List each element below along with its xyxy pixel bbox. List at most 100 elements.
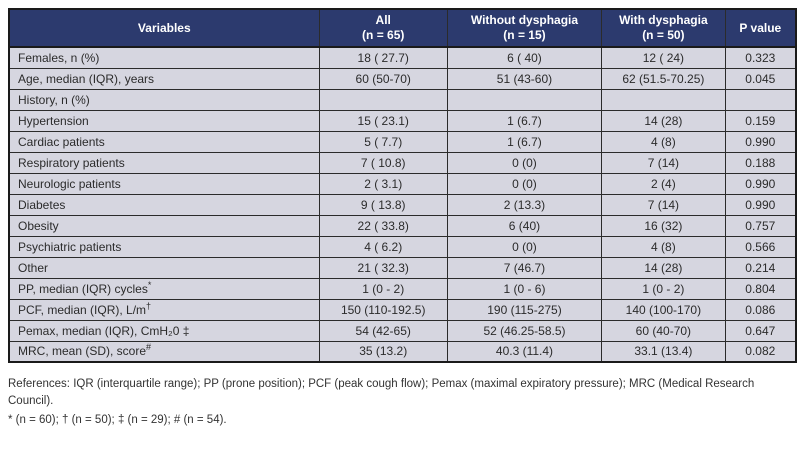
table-row: Neurologic patients 2 ( 3.1) 0 (0) 2 (4) 0.9… <box>8 172 797 195</box>
references-note: References: IQR (interquartile range); P… <box>8 378 755 407</box>
cell-without-dysphagia: 6 ( 40) <box>446 46 603 69</box>
table-row: Other 21 ( 32.3) 7 (46.7) 14 (28) 0.214 <box>8 256 797 279</box>
cell-variable: Females, n (%) <box>8 46 320 69</box>
cell-variable: PCF, median (IQR), L/m† <box>8 298 320 321</box>
cell-all: 54 (42-65) <box>318 319 448 342</box>
cell-without-dysphagia: 0 (0) <box>446 151 603 174</box>
footnote-mark: # <box>146 342 152 353</box>
cell-without-dysphagia: 190 (115-275) <box>446 298 603 321</box>
cell-all: 18 ( 27.7) <box>318 46 448 69</box>
cell-p-value: 0.990 <box>724 172 797 195</box>
cell-all: 4 ( 6.2) <box>318 235 448 258</box>
cell-variable: Diabetes <box>8 193 320 216</box>
header-label: Without dysphagia <box>470 13 579 27</box>
cell-variable: Psychiatric patients <box>8 235 320 258</box>
header-label: P value <box>739 20 782 35</box>
cell-with-dysphagia: 7 (14) <box>601 151 726 174</box>
header-row: Variables All (n = 65) Without dysphagia… <box>8 8 797 48</box>
cell-with-dysphagia: 2 (4) <box>601 172 726 195</box>
cell-all: 5 ( 7.7) <box>318 130 448 153</box>
cell-p-value: 0.188 <box>724 151 797 174</box>
cell-with-dysphagia: 4 (8) <box>601 130 726 153</box>
cell-all: 22 ( 33.8) <box>318 214 448 237</box>
cell-all: 15 ( 23.1) <box>318 109 448 132</box>
table-row: Obesity 22 ( 33.8) 6 (40) 16 (32) 0.757 <box>8 214 797 237</box>
cell-without-dysphagia: 1 (0 - 6) <box>446 277 603 300</box>
header-label: Variables <box>137 20 191 35</box>
footnotes: References: IQR (interquartile range); P… <box>8 376 800 429</box>
cell-with-dysphagia: 33.1 (13.4) <box>601 340 726 363</box>
cell-all <box>318 88 448 111</box>
table-row: Diabetes 9 ( 13.8) 2 (13.3) 7 (14) 0.990 <box>8 193 797 216</box>
table-body: Females, n (%) 18 ( 27.7) 6 ( 40) 12 ( 24) 0… <box>8 46 797 363</box>
header-cell-with-dysphagia: With dysphagia (n = 50) <box>601 8 726 48</box>
cell-variable: Other <box>8 256 320 279</box>
table-row: Cardiac patients 5 ( 7.7) 1 (6.7) 4 (8) 0.99… <box>8 130 797 153</box>
footnote-mark: † <box>146 300 152 311</box>
cell-without-dysphagia <box>446 88 603 111</box>
cell-all: 9 ( 13.8) <box>318 193 448 216</box>
table-row: Pemax, median (IQR), CmH₂0 ‡ 54 (42-65) 52… <box>8 319 797 342</box>
table-row: PP, median (IQR) cycles* 1 (0 - 2) 1 (0 - … <box>8 277 797 300</box>
table-row: Respiratory patients 7 ( 10.8) 0 (0) 7 (14)… <box>8 151 797 174</box>
cell-all: 150 (110-192.5) <box>318 298 448 321</box>
cell-without-dysphagia: 1 (6.7) <box>446 130 603 153</box>
cell-with-dysphagia: 60 (40-70) <box>601 319 726 342</box>
cell-with-dysphagia <box>601 88 726 111</box>
table-row: Hypertension 15 ( 23.1) 1 (6.7) 14 (28) 0.15… <box>8 109 797 132</box>
cell-variable: Neurologic patients <box>8 172 320 195</box>
header-sample-size: (n = 15) <box>503 28 546 42</box>
cell-with-dysphagia: 62 (51.5-70.25) <box>601 67 726 90</box>
header-cell-all: All (n = 65) <box>318 8 448 48</box>
cell-p-value: 0.214 <box>724 256 797 279</box>
cell-p-value: 0.159 <box>724 109 797 132</box>
sample-sizes-note: * (n = 60); † (n = 50); ‡ (n = 29); # (n… <box>8 414 227 427</box>
cell-without-dysphagia: 7 (46.7) <box>446 256 603 279</box>
header-sample-size: (n = 65) <box>362 28 405 42</box>
cell-without-dysphagia: 1 (6.7) <box>446 109 603 132</box>
clinical-data-table: Variables All (n = 65) Without dysphagia… <box>8 8 797 363</box>
table-row: Psychiatric patients 4 ( 6.2) 0 (0) 4 (8) 0.… <box>8 235 797 258</box>
cell-without-dysphagia: 52 (46.25-58.5) <box>446 319 603 342</box>
cell-p-value: 0.990 <box>724 193 797 216</box>
cell-variable: Obesity <box>8 214 320 237</box>
table-row: Females, n (%) 18 ( 27.7) 6 ( 40) 12 ( 24) 0… <box>8 46 797 69</box>
header-cell-p-value: P value <box>724 8 797 48</box>
header-cell-variables: Variables <box>8 8 320 48</box>
cell-all: 21 ( 32.3) <box>318 256 448 279</box>
cell-with-dysphagia: 140 (100-170) <box>601 298 726 321</box>
cell-p-value: 0.804 <box>724 277 797 300</box>
cell-variable: Respiratory patients <box>8 151 320 174</box>
cell-p-value: 0.045 <box>724 67 797 90</box>
cell-all: 7 ( 10.8) <box>318 151 448 174</box>
cell-variable: Pemax, median (IQR), CmH₂0 ‡ <box>8 319 320 342</box>
cell-without-dysphagia: 0 (0) <box>446 172 603 195</box>
cell-with-dysphagia: 1 (0 - 2) <box>601 277 726 300</box>
cell-p-value: 0.647 <box>724 319 797 342</box>
table-row: PCF, median (IQR), L/m† 150 (110-192.5) 19… <box>8 298 797 321</box>
cell-all: 1 (0 - 2) <box>318 277 448 300</box>
cell-with-dysphagia: 12 ( 24) <box>601 46 726 69</box>
cell-with-dysphagia: 7 (14) <box>601 193 726 216</box>
cell-without-dysphagia: 2 (13.3) <box>446 193 603 216</box>
cell-p-value: 0.566 <box>724 235 797 258</box>
header-label: With dysphagia <box>619 13 708 27</box>
cell-variable: Hypertension <box>8 109 320 132</box>
cell-with-dysphagia: 16 (32) <box>601 214 726 237</box>
cell-p-value <box>724 88 797 111</box>
cell-without-dysphagia: 40.3 (11.4) <box>446 340 603 363</box>
header-sample-size: (n = 50) <box>642 28 685 42</box>
footnote-mark: * <box>147 279 152 290</box>
table-row: History, n (%) <box>8 88 797 111</box>
cell-variable: History, n (%) <box>8 88 320 111</box>
table-row: MRC, mean (SD), score# 35 (13.2) 40.3 (11.… <box>8 340 797 363</box>
header-cell-without-dysphagia: Without dysphagia (n = 15) <box>446 8 603 48</box>
cell-all: 60 (50-70) <box>318 67 448 90</box>
cell-without-dysphagia: 6 (40) <box>446 214 603 237</box>
cell-with-dysphagia: 4 (8) <box>601 235 726 258</box>
cell-p-value: 0.082 <box>724 340 797 363</box>
cell-with-dysphagia: 14 (28) <box>601 109 726 132</box>
header-label: All <box>375 13 391 27</box>
cell-all: 2 ( 3.1) <box>318 172 448 195</box>
cell-without-dysphagia: 0 (0) <box>446 235 603 258</box>
